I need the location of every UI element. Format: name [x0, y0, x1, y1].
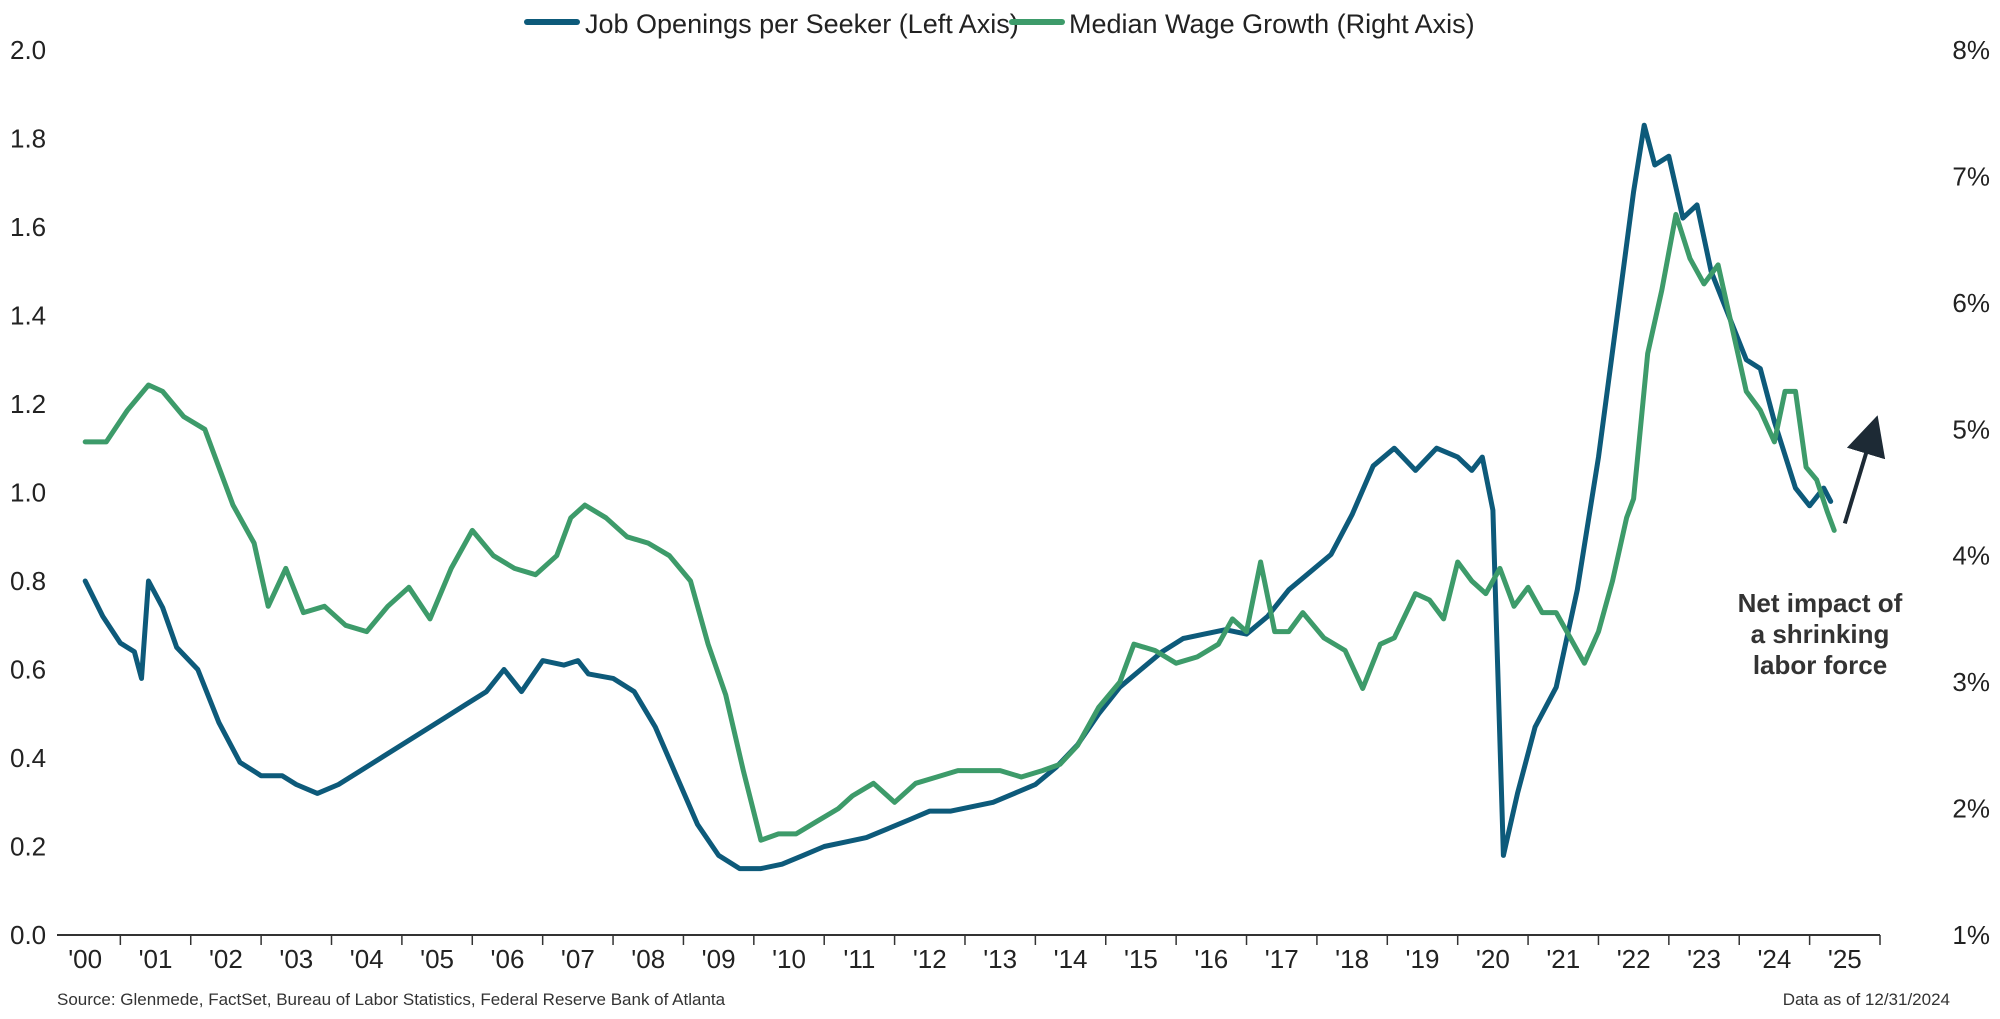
right-tick-label: 1%	[1952, 920, 1990, 950]
left-tick-label: 0.0	[10, 920, 46, 950]
wage-growth-series-line	[82, 211, 1837, 843]
annotation-text-line: Net impact of	[1738, 588, 1903, 618]
x-tick-label: '06	[491, 944, 525, 974]
x-tick-label: '24	[1757, 944, 1791, 974]
right-tick-label: 7%	[1952, 161, 1990, 191]
left-axis: 0.0 0.2 0.4 0.6 0.8 1.0 1.2 1.4 1.6 1.8 2.0	[10, 35, 46, 950]
x-tick-label: '01	[139, 944, 173, 974]
x-tick-label: '15	[1124, 944, 1158, 974]
left-tick-label: 2.0	[10, 35, 46, 65]
right-axis: 1% 2% 3% 4% 5% 6% 7% 8%	[1952, 35, 1990, 950]
legend: Job Openings per Seeker (Left Axis) Media…	[524, 9, 1475, 39]
x-tick-label: '11	[843, 944, 875, 974]
left-tick-label: 1.2	[10, 389, 46, 419]
x-tick-label: '21	[1546, 944, 1580, 974]
x-tick-label: '20	[1476, 944, 1510, 974]
source-footnote: Source: Glenmede, FactSet, Bureau of Lab…	[57, 990, 726, 1009]
annotation-text-line: labor force	[1753, 650, 1887, 680]
job-openings-series-line	[82, 122, 1834, 872]
right-tick-label: 5%	[1952, 414, 1990, 444]
x-tick-label: '03	[279, 944, 313, 974]
annotation-text-line: a shrinking	[1751, 619, 1890, 649]
x-tick-label: '18	[1335, 944, 1369, 974]
right-tick-label: 2%	[1952, 794, 1990, 824]
x-tick-label: '16	[1194, 944, 1228, 974]
left-tick-label: 1.4	[10, 301, 46, 331]
left-tick-label: 0.2	[10, 832, 46, 862]
x-tick-label: '14	[1054, 944, 1088, 974]
data-date-footnote: Data as of 12/31/2024	[1783, 990, 1950, 1009]
right-tick-label: 4%	[1952, 541, 1990, 571]
x-tick-label: '10	[772, 944, 806, 974]
left-tick-label: 1.0	[10, 478, 46, 508]
x-tick-label: '00	[68, 944, 102, 974]
x-tick-label: '25	[1828, 944, 1862, 974]
x-tick-label: '17	[1265, 944, 1299, 974]
x-tick-label: '22	[1617, 944, 1651, 974]
x-tick-label: '02	[209, 944, 243, 974]
x-tick-label: '12	[913, 944, 947, 974]
x-tick-label: '19	[1406, 944, 1440, 974]
left-tick-label: 1.6	[10, 212, 46, 242]
x-tick-label: '05	[420, 944, 454, 974]
right-tick-label: 6%	[1952, 288, 1990, 318]
series-layer	[82, 122, 1837, 872]
legend-label-wage-growth: Median Wage Growth (Right Axis)	[1069, 9, 1475, 39]
x-tick-label: '13	[983, 944, 1017, 974]
left-tick-label: 0.8	[10, 566, 46, 596]
x-tick-label: '07	[561, 944, 595, 974]
x-tick-label: '04	[350, 944, 384, 974]
left-tick-label: 0.6	[10, 655, 46, 685]
left-tick-label: 1.8	[10, 124, 46, 154]
legend-label-job-openings: Job Openings per Seeker (Left Axis)	[585, 9, 1019, 39]
x-tick-label: '08	[631, 944, 665, 974]
x-axis: '00 '01 '02 '03 '04 '05 '06 '07 '08 '09 '10 '11 '12 '…	[57, 934, 1881, 974]
x-tick-label: '09	[702, 944, 736, 974]
x-tick-label: '23	[1687, 944, 1721, 974]
right-tick-label: 3%	[1952, 667, 1990, 697]
right-tick-label: 8%	[1952, 35, 1990, 65]
left-tick-label: 0.4	[10, 743, 46, 773]
annotation-arrow	[1842, 415, 1886, 525]
